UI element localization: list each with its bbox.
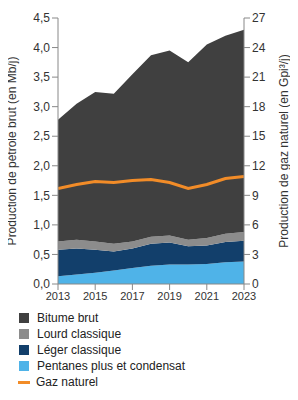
- svg-text:1,5: 1,5: [33, 189, 50, 203]
- svg-text:12: 12: [252, 159, 266, 173]
- svg-text:15: 15: [252, 129, 266, 143]
- svg-text:Production de gaz naturel (en: Production de gaz naturel (en Gpi³/j): [277, 54, 290, 247]
- svg-text:2015: 2015: [83, 290, 107, 302]
- svg-text:1,0: 1,0: [33, 218, 50, 232]
- svg-text:0: 0: [252, 277, 259, 291]
- svg-text:2,5: 2,5: [33, 129, 50, 143]
- svg-text:3,5: 3,5: [33, 70, 50, 84]
- svg-text:2019: 2019: [157, 290, 181, 302]
- html-text:Lourd classique: Lourd classique: [37, 327, 122, 341]
- svg-text:0,5: 0,5: [33, 248, 50, 262]
- svg-text:24: 24: [252, 41, 266, 55]
- svg-text:2017: 2017: [120, 290, 144, 302]
- html-text:Bitume brut: Bitume brut: [37, 311, 99, 325]
- svg-text:3,0: 3,0: [33, 100, 50, 114]
- html-text:Pentanes plus et condensat: Pentanes plus et condensat: [37, 359, 186, 373]
- svg-text:9: 9: [252, 189, 259, 203]
- svg-text:2,0: 2,0: [33, 159, 50, 173]
- svg-text:3: 3: [252, 248, 259, 262]
- html-text:Léger classique: Léger classique: [37, 343, 122, 357]
- svg-text:Production de pétrole brut (en: Production de pétrole brut (en Mb/j): [8, 57, 19, 246]
- svg-text:2023: 2023: [232, 290, 256, 302]
- svg-text:27: 27: [252, 11, 266, 25]
- svg-text:0,0: 0,0: [33, 277, 50, 291]
- svg-text:21: 21: [252, 70, 266, 84]
- svg-text:18: 18: [252, 100, 266, 114]
- svg-text:2013: 2013: [46, 290, 70, 302]
- svg-text:4,5: 4,5: [33, 11, 50, 25]
- svg-text:6: 6: [252, 218, 259, 232]
- html-text:Gaz naturel: Gaz naturel: [36, 375, 98, 389]
- svg-text:2021: 2021: [195, 290, 219, 302]
- svg-text:4,0: 4,0: [33, 41, 50, 55]
